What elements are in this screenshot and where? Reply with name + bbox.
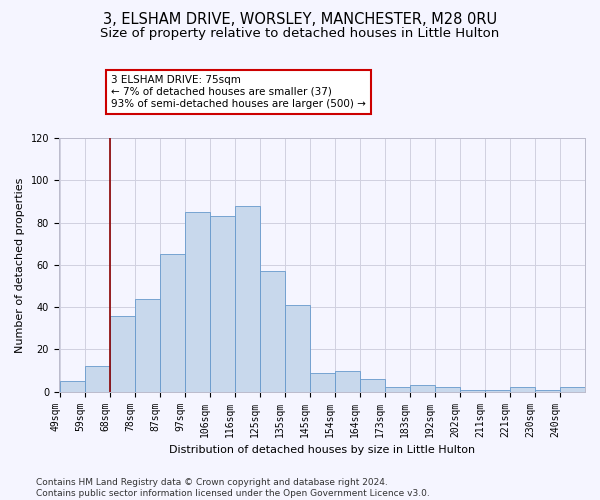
Bar bbox=[85, 366, 110, 392]
Bar bbox=[160, 254, 185, 392]
Bar bbox=[285, 305, 310, 392]
Bar bbox=[535, 390, 560, 392]
Bar bbox=[260, 271, 285, 392]
Text: 3, ELSHAM DRIVE, WORSLEY, MANCHESTER, M28 0RU: 3, ELSHAM DRIVE, WORSLEY, MANCHESTER, M2… bbox=[103, 12, 497, 28]
Bar bbox=[410, 386, 435, 392]
Bar bbox=[210, 216, 235, 392]
Bar bbox=[235, 206, 260, 392]
Bar bbox=[385, 388, 410, 392]
Text: 3 ELSHAM DRIVE: 75sqm
← 7% of detached houses are smaller (37)
93% of semi-detac: 3 ELSHAM DRIVE: 75sqm ← 7% of detached h… bbox=[111, 76, 366, 108]
Bar bbox=[460, 390, 485, 392]
Text: Size of property relative to detached houses in Little Hulton: Size of property relative to detached ho… bbox=[100, 28, 500, 40]
Bar bbox=[485, 390, 510, 392]
Bar bbox=[560, 388, 585, 392]
Bar bbox=[60, 381, 85, 392]
Bar bbox=[185, 212, 210, 392]
X-axis label: Distribution of detached houses by size in Little Hulton: Distribution of detached houses by size … bbox=[169, 445, 475, 455]
Bar bbox=[360, 379, 385, 392]
Text: Contains HM Land Registry data © Crown copyright and database right 2024.
Contai: Contains HM Land Registry data © Crown c… bbox=[36, 478, 430, 498]
Bar bbox=[310, 372, 335, 392]
Bar bbox=[335, 370, 360, 392]
Y-axis label: Number of detached properties: Number of detached properties bbox=[15, 177, 25, 352]
Bar bbox=[435, 388, 460, 392]
Bar bbox=[135, 298, 160, 392]
Bar bbox=[510, 388, 535, 392]
Bar bbox=[110, 316, 135, 392]
